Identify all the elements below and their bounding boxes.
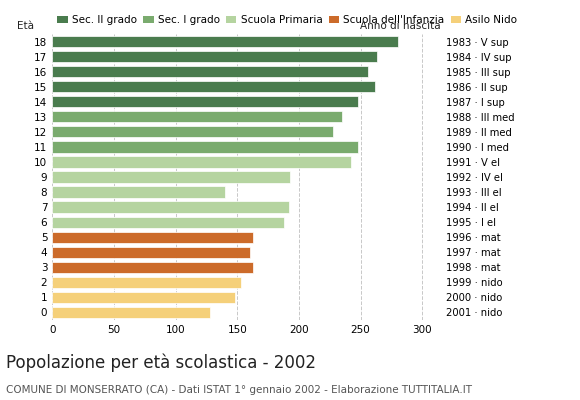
Bar: [52, 262, 253, 273]
Text: Popolazione per età scolastica - 2002: Popolazione per età scolastica - 2002: [6, 354, 316, 372]
Bar: [52, 156, 351, 168]
Bar: [52, 292, 235, 303]
Bar: [52, 111, 342, 122]
Bar: [52, 141, 358, 152]
Bar: [52, 96, 358, 107]
Bar: [52, 186, 225, 198]
Bar: [52, 307, 210, 318]
Bar: [52, 247, 249, 258]
Text: COMUNE DI MONSERRATO (CA) - Dati ISTAT 1° gennaio 2002 - Elaborazione TUTTITALIA: COMUNE DI MONSERRATO (CA) - Dati ISTAT 1…: [6, 385, 472, 395]
Bar: [52, 126, 334, 138]
Bar: [52, 36, 398, 47]
Bar: [52, 216, 284, 228]
Bar: [52, 277, 241, 288]
Legend: Sec. II grado, Sec. I grado, Scuola Primaria, Scuola dell'Infanzia, Asilo Nido: Sec. II grado, Sec. I grado, Scuola Prim…: [57, 15, 517, 25]
Text: Età: Età: [17, 21, 34, 31]
Bar: [52, 81, 375, 92]
Bar: [52, 51, 376, 62]
Bar: [52, 171, 291, 183]
Bar: [52, 66, 368, 77]
Bar: [52, 202, 289, 213]
Bar: [52, 232, 253, 243]
Text: Anno di nascita: Anno di nascita: [360, 21, 441, 31]
